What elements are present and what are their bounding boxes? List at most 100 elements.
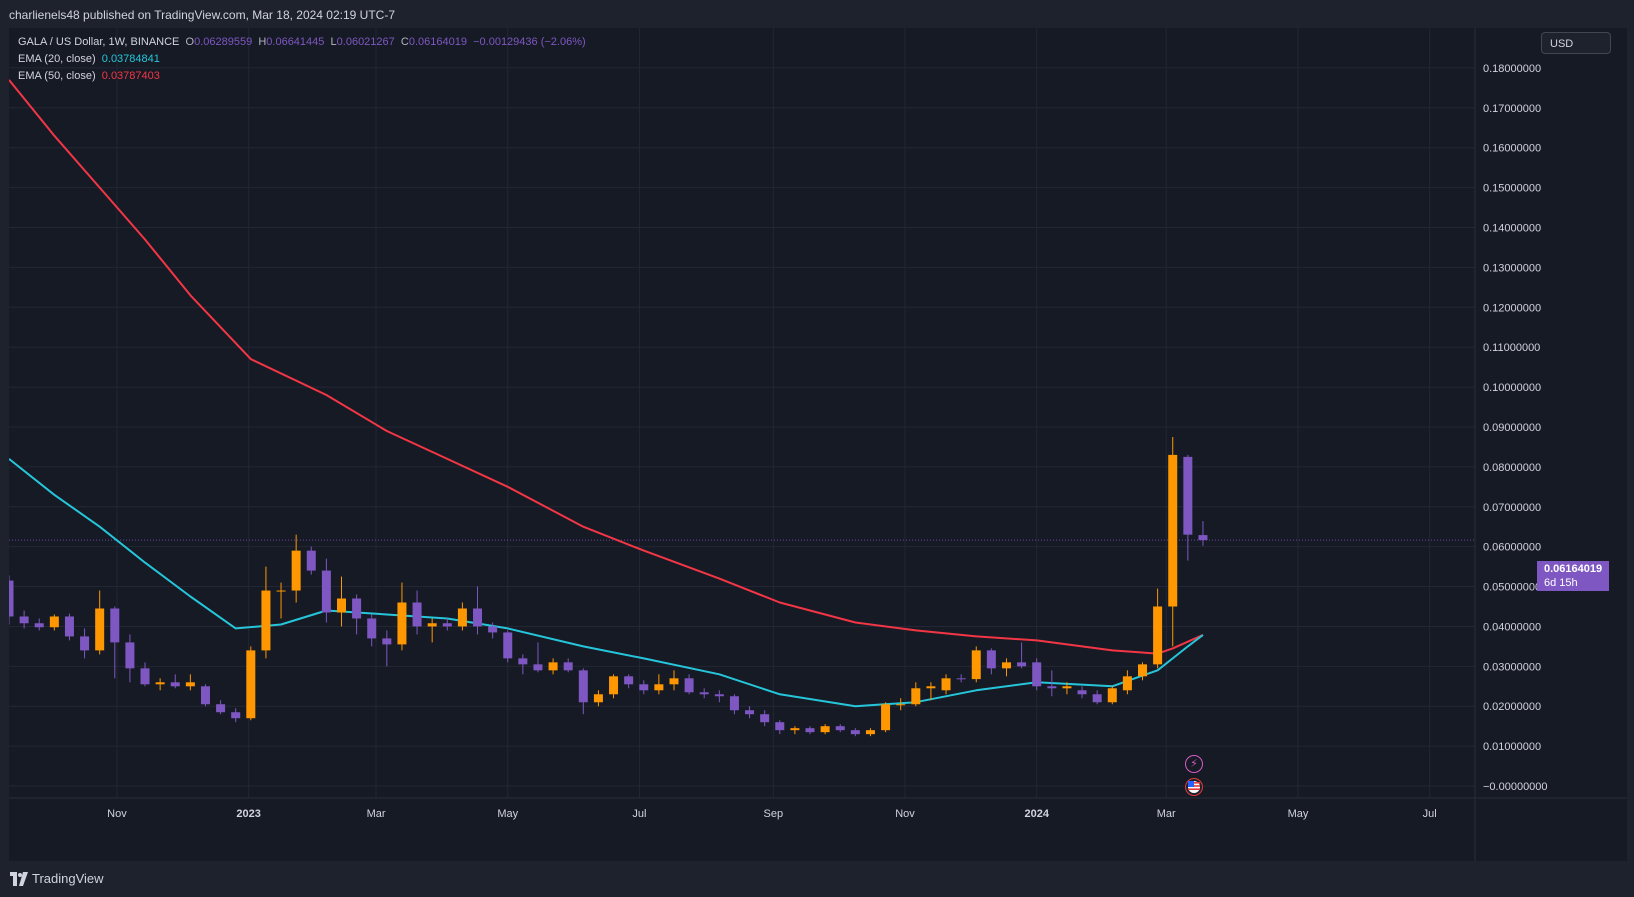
high-value: 0.06641445 xyxy=(266,36,325,48)
x-tick-label: Nov xyxy=(107,808,127,820)
legend-ema50-row[interactable]: EMA (50, close) 0.03787403 xyxy=(18,68,586,85)
us-flag-icon[interactable] xyxy=(1185,778,1203,796)
x-tick-label: May xyxy=(1288,808,1309,820)
y-tick-label: 0.17000000 xyxy=(1483,103,1541,115)
legend-symbol-row[interactable]: GALA / US Dollar, 1W, BINANCE O0.0628955… xyxy=(18,34,586,51)
candle-body xyxy=(1092,694,1102,703)
ema20-value: 0.03784841 xyxy=(101,53,160,65)
footer: TradingView xyxy=(0,861,1634,897)
x-tick-label: 2023 xyxy=(236,808,260,820)
candle-body xyxy=(533,664,543,671)
candle-body xyxy=(956,678,966,680)
y-tick-label: 0.01000000 xyxy=(1483,741,1541,753)
close-value: 0.06164019 xyxy=(408,36,467,48)
candle-body xyxy=(775,722,785,731)
last-price-value: 0.06164019 xyxy=(1544,563,1603,575)
candle-body xyxy=(1047,686,1057,689)
lightning-icon[interactable]: ⚡ xyxy=(1185,755,1203,773)
candle-body xyxy=(881,704,891,731)
candle-body xyxy=(1168,454,1178,607)
y-tick-label: 0.07000000 xyxy=(1483,502,1541,514)
ema50-value: 0.03787403 xyxy=(101,70,160,82)
candle-body xyxy=(624,676,634,685)
tradingview-logo-icon xyxy=(10,872,28,886)
candle-body xyxy=(1198,535,1208,541)
currency-selector[interactable]: USD xyxy=(1541,32,1611,54)
candle-body xyxy=(971,650,981,680)
candle-body xyxy=(805,728,815,733)
candle-body xyxy=(155,682,165,685)
candle-body xyxy=(926,686,936,689)
candle-body xyxy=(125,642,135,669)
candle-body xyxy=(1122,676,1132,691)
y-tick-label: 0.16000000 xyxy=(1483,143,1541,155)
low-label: L xyxy=(330,36,337,48)
close-label: C xyxy=(400,36,409,48)
y-tick-label: −0.00000000 xyxy=(1483,781,1548,793)
candle-body xyxy=(684,678,694,693)
candle-body xyxy=(488,626,498,633)
candle-body xyxy=(442,623,452,627)
candle-body xyxy=(1107,688,1117,703)
chart-panel[interactable]: 0.18000000 0.17000000 0.16000000 0.15000000… xyxy=(9,28,1627,861)
y-tick-label: 0.09000000 xyxy=(1483,422,1541,434)
candle-body xyxy=(593,694,603,703)
candle-body xyxy=(64,616,74,637)
candle-body xyxy=(231,712,241,719)
candle-body xyxy=(1017,662,1027,667)
candle-body xyxy=(216,704,226,713)
ema20-label: EMA (20, close) xyxy=(18,53,96,65)
x-tick-label: Jul xyxy=(632,808,646,820)
candle-body xyxy=(34,623,44,628)
candle-body xyxy=(729,696,739,711)
y-tick-label: 0.04000000 xyxy=(1483,621,1541,633)
candle-body xyxy=(1153,606,1163,665)
candlestick-chart[interactable]: 0.18000000 0.17000000 0.16000000 0.15000000… xyxy=(9,28,1627,861)
candle-body xyxy=(397,602,407,645)
ema50-label: EMA (50, close) xyxy=(18,70,96,82)
candle-body xyxy=(95,608,105,651)
candle-body xyxy=(896,704,906,706)
candle-body xyxy=(1138,664,1148,677)
bar-countdown: 6d 15h xyxy=(1544,577,1578,589)
candle-body xyxy=(140,668,150,685)
y-tick-label: 0.06000000 xyxy=(1483,542,1541,554)
y-tick-label: 0.13000000 xyxy=(1483,262,1541,274)
candle-body xyxy=(760,714,770,723)
candle-body xyxy=(473,608,483,627)
y-tick-label: 0.08000000 xyxy=(1483,462,1541,474)
candle-body xyxy=(321,570,331,613)
candle-body xyxy=(457,608,467,627)
candle-body xyxy=(352,598,362,619)
candle-body xyxy=(427,623,437,627)
change-value: −0.00129436 (−2.06%) xyxy=(473,36,586,48)
y-tick-label: 0.10000000 xyxy=(1483,382,1541,394)
candle-body xyxy=(336,598,346,613)
y-tick-label: 0.14000000 xyxy=(1483,222,1541,234)
last-price-tag: 0.06164019 6d 15h xyxy=(1537,561,1609,591)
candle-body xyxy=(276,590,286,592)
candle-body xyxy=(291,550,301,591)
candle-body xyxy=(835,726,845,731)
y-tick-label: 0.05000000 xyxy=(1483,582,1541,594)
candle-body xyxy=(80,636,90,651)
legend-ema20-row[interactable]: EMA (20, close) 0.03784841 xyxy=(18,51,586,68)
x-tick-label: Mar xyxy=(1157,808,1176,820)
candle-body xyxy=(382,638,392,645)
candle-body xyxy=(1183,456,1193,535)
candle-body xyxy=(49,616,59,628)
candle-body xyxy=(699,692,709,695)
candle-body xyxy=(246,650,256,719)
candle-body xyxy=(19,616,29,624)
candle-body xyxy=(563,662,573,671)
candle-body xyxy=(820,726,830,733)
high-label: H xyxy=(258,36,267,48)
candle-body xyxy=(548,662,558,671)
candle-body xyxy=(367,618,377,639)
candle-body xyxy=(200,686,210,705)
candle-body xyxy=(503,632,513,659)
candle-body xyxy=(865,730,875,735)
candle-body xyxy=(412,602,422,627)
currency-label: USD xyxy=(1550,38,1574,50)
candle-body xyxy=(745,710,755,715)
